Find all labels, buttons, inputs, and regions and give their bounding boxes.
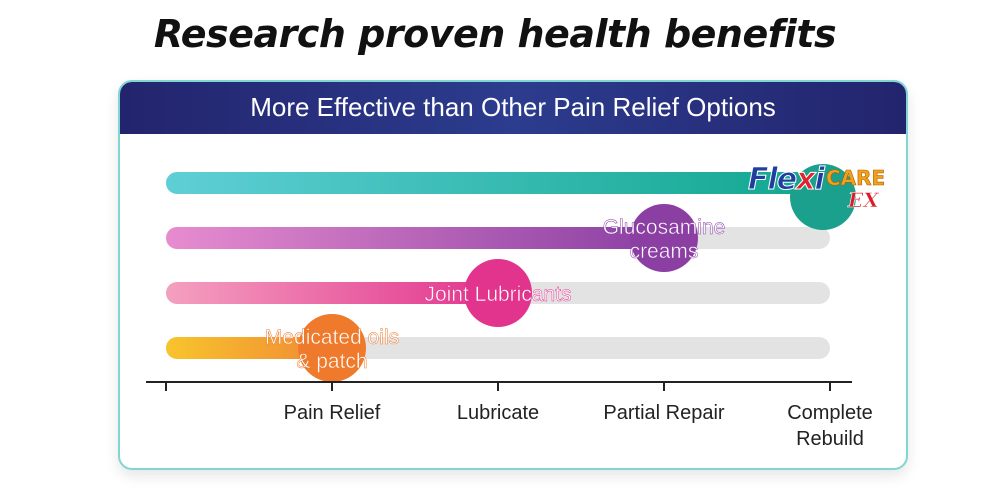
series-bar bbox=[166, 337, 332, 359]
x-tick-label: Partial Repair bbox=[603, 402, 725, 424]
x-tick-label: Pain Relief bbox=[284, 402, 381, 424]
series-bar bbox=[166, 227, 664, 249]
x-tick-label: Rebuild bbox=[796, 428, 864, 450]
logo-care: CARE bbox=[826, 166, 886, 191]
flexicare-logo: Flexi CARE EX bbox=[748, 152, 898, 232]
chart-title: More Effective than Other Pain Relief Op… bbox=[120, 82, 906, 134]
series-bar bbox=[166, 282, 498, 304]
page-title: Research proven health benefits bbox=[153, 12, 837, 56]
series-label: & patch bbox=[296, 350, 367, 373]
logo-ex: EX bbox=[848, 188, 879, 213]
logo-circle bbox=[790, 164, 856, 230]
series-bar bbox=[166, 172, 830, 194]
series-marker bbox=[298, 314, 366, 382]
x-tick-label: Lubricate bbox=[457, 402, 539, 424]
logo-wordmark: Flexi bbox=[748, 162, 826, 198]
x-tick-label: Complete bbox=[787, 402, 873, 424]
series-marker bbox=[464, 259, 532, 327]
series-label: Medicated oils bbox=[265, 326, 399, 349]
series-label: creams bbox=[630, 240, 699, 263]
series-label: Joint Lubricants bbox=[424, 283, 571, 306]
series-label: Glucosamine bbox=[603, 216, 726, 239]
series-marker bbox=[630, 204, 698, 272]
